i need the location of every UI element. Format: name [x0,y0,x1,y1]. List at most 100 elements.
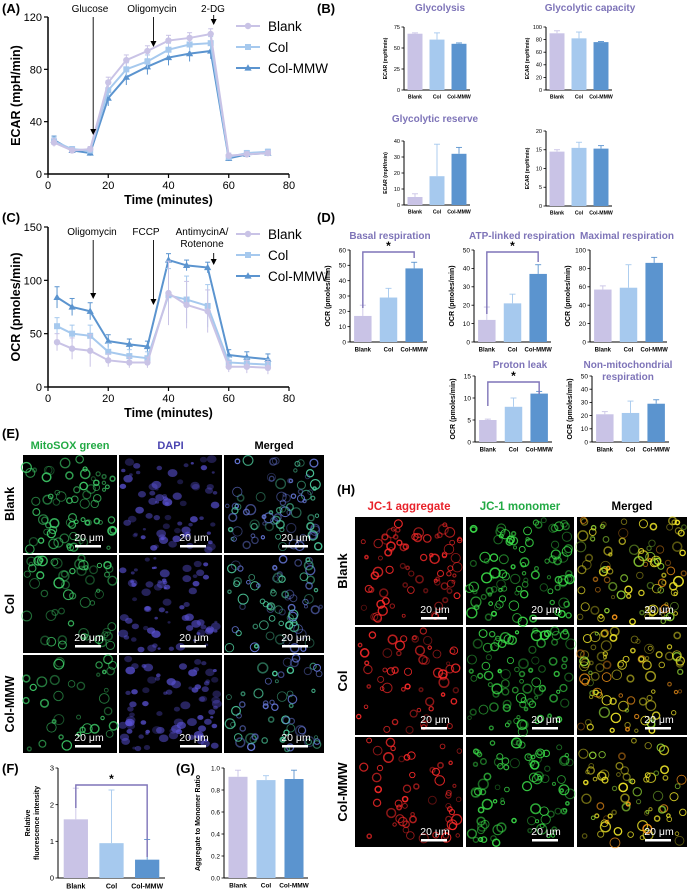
cell-signal [676,774,687,785]
cell-signal [429,766,436,774]
cell-signal [530,629,543,642]
cell-nucleus [205,679,211,684]
x-category-label: Blank [355,348,372,354]
cell-signal [418,833,429,844]
cell-signal [554,575,563,584]
cell-signal [90,499,99,509]
cell-signal [611,614,618,620]
cell-signal [480,593,487,600]
cell-signal [285,502,294,512]
cell-nucleus [206,531,211,535]
data-point [164,53,173,61]
cell-signal [404,667,413,676]
cell-signal [554,584,561,591]
cell-signal [45,465,55,476]
cell-nucleus [165,610,169,614]
cell-signal [626,674,635,683]
cell-signal [287,694,298,705]
cell-signal [399,562,406,569]
cell-signal [472,638,483,649]
cell-signal [310,495,316,501]
cell-nucleus [156,465,163,471]
cell-signal [386,667,396,676]
y-tick-label: 3 [50,764,54,773]
cell-signal [255,492,266,502]
cell-signal [242,454,254,466]
cell-signal [564,788,576,800]
cell-signal [242,508,250,516]
cell-signal [445,792,452,799]
arrow-head [150,299,157,305]
bar [407,33,423,90]
micrograph-background [23,655,117,753]
data-point [126,359,133,366]
cell-signal [437,761,444,769]
arrow-head [90,129,97,135]
cell-signal [428,706,434,712]
cell-signal [286,723,296,733]
scale-bar [421,839,447,842]
cell-nucleus [156,711,163,717]
bar [405,268,423,342]
micrograph-image: 20 μm [465,517,575,627]
cell-nucleus [126,729,133,734]
cell-signal [673,611,678,616]
cell-signal [271,457,280,465]
x-category-label: Col-MMW [525,348,553,354]
data-point [53,293,61,300]
x-tick-label: 20 [102,393,114,405]
cell-signal [103,687,109,693]
y-tick-label: 10 [464,395,472,402]
y-axis-title: OCR (pmoles/min) [450,378,457,439]
cell-nucleus [159,569,170,578]
cell-signal [294,559,303,567]
cell-signal [657,805,667,814]
cell-signal [76,731,82,737]
cell-signal [560,807,568,815]
cell-signal [442,597,449,604]
cell-signal [28,561,34,567]
cell-signal [395,527,401,533]
cell-signal [493,757,504,767]
data-point [264,364,272,371]
cell-signal [505,537,514,546]
cell-signal [603,815,609,822]
micrograph-image: 20 μm [118,655,222,753]
bar [228,776,248,878]
cell-signal [518,658,529,670]
cell-signal [527,828,533,834]
y-tick-label: 0 [342,339,346,346]
panel-label: (D) [317,210,335,225]
annotation-label: FCCP [132,227,160,238]
cell-signal [551,781,557,786]
micrograph-background [466,517,574,625]
cell-nucleus [168,731,179,740]
x-category-label: Col-MMW [526,448,554,454]
y-tick-label: 80 [579,266,587,273]
scale-bar-label: 20 μm [644,826,674,838]
cell-signal [410,811,415,817]
series-line [53,49,268,160]
bar [571,147,587,206]
cell-nucleus [174,527,181,534]
cell-nucleus [153,583,163,591]
y-tick-label: 0 [397,88,400,94]
cell-nucleus [183,602,190,607]
cell-signal [307,489,313,495]
cell-signal [25,544,35,554]
arrow-head [90,293,97,299]
cell-signal [106,666,115,676]
bar [63,819,88,878]
cell-nucleus [187,718,197,727]
cell-signal [67,680,76,688]
micrograph-image: 20 μm [22,654,119,753]
cell-nucleus [204,718,212,725]
cell-signal [230,721,236,728]
cell-signal [57,635,68,645]
cell-signal [85,575,95,585]
cell-signal [92,479,100,487]
cell-nucleus [130,580,135,584]
cell-signal [600,560,611,572]
y-tick-label: 40 [536,63,542,69]
panel-label: (A) [2,1,20,16]
